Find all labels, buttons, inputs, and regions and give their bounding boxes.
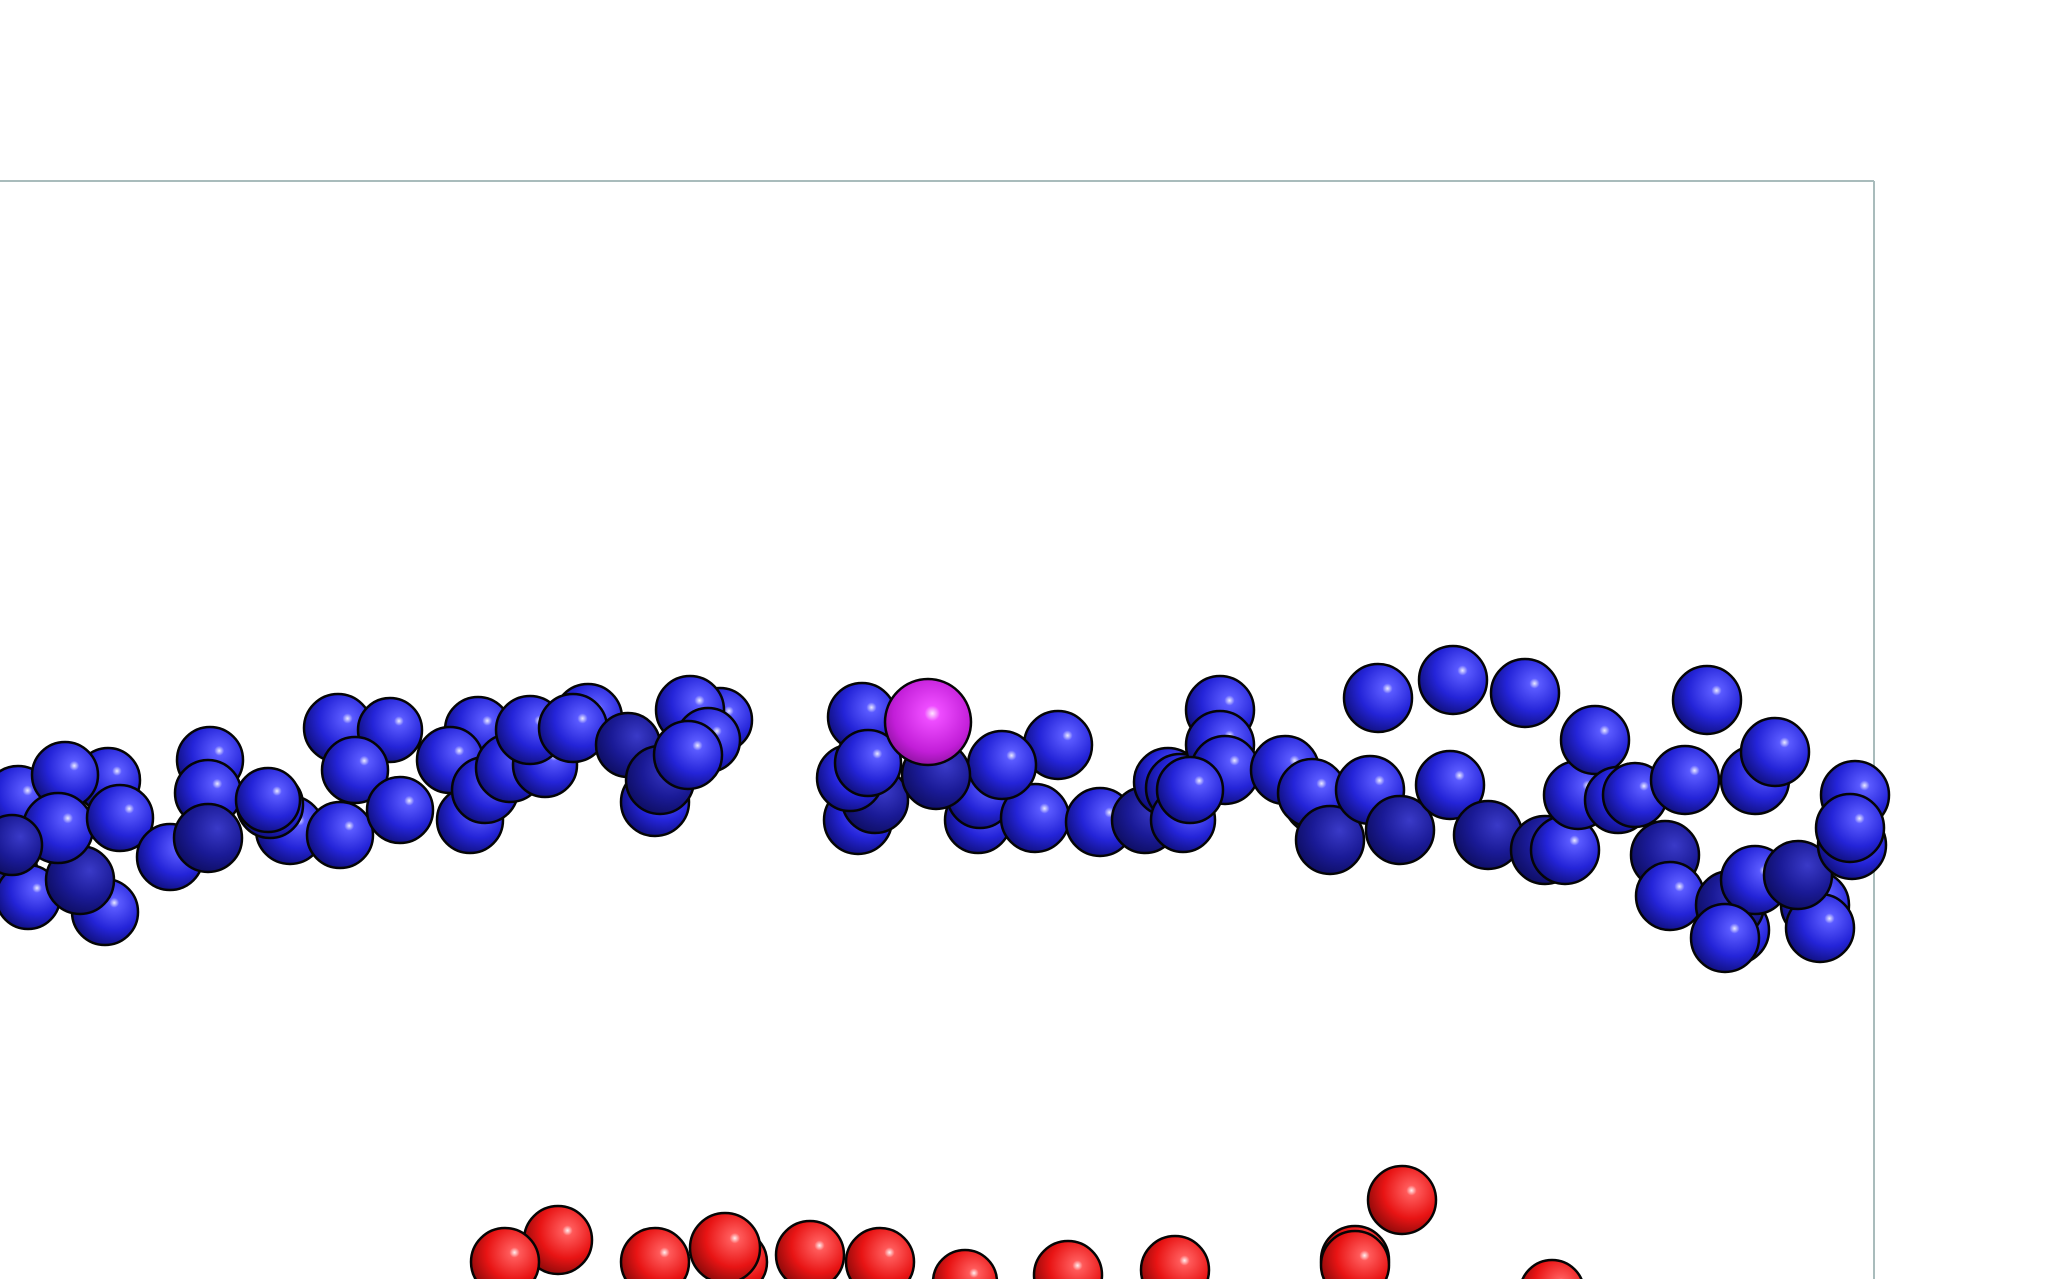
red-atom xyxy=(1139,1234,1211,1279)
blue-atom xyxy=(966,729,1038,801)
red-atom xyxy=(844,1226,916,1279)
red-atom xyxy=(1319,1229,1391,1279)
blue-atom xyxy=(1762,839,1834,911)
red-atom xyxy=(1366,1164,1438,1236)
red-atom xyxy=(1521,1258,1583,1279)
blue-atom xyxy=(365,775,435,845)
blue-atom xyxy=(1634,860,1706,932)
blue-atom xyxy=(833,728,903,798)
red-atom xyxy=(774,1219,846,1279)
blue-atom xyxy=(1649,744,1721,816)
simulation-box xyxy=(0,180,1875,1279)
blue-atom xyxy=(1414,749,1486,821)
atoms xyxy=(0,644,1891,1279)
blue-atom xyxy=(1155,755,1225,825)
blue-atom xyxy=(85,783,155,853)
magenta-atom xyxy=(883,677,973,767)
red-atom xyxy=(619,1226,691,1279)
blue-atom xyxy=(652,719,724,791)
blue-atom xyxy=(1417,644,1489,716)
blue-atom xyxy=(234,766,302,834)
blue-atom xyxy=(1671,664,1743,736)
red-atom xyxy=(469,1226,541,1279)
blue-atom xyxy=(1489,657,1561,729)
blue-atom xyxy=(1739,716,1811,788)
blue-atom xyxy=(1814,792,1886,864)
blue-atom xyxy=(1364,794,1436,866)
red-atom xyxy=(688,1211,762,1279)
red-atom xyxy=(1032,1239,1104,1279)
blue-atom xyxy=(1342,662,1414,734)
blue-atom xyxy=(320,735,390,805)
red-atom xyxy=(931,1248,999,1279)
blue-atom xyxy=(305,800,375,870)
blue-atom xyxy=(172,802,244,874)
blue-atom xyxy=(1559,704,1631,776)
blue-atom xyxy=(1294,804,1366,876)
blue-atom xyxy=(1689,902,1761,974)
blue-atom xyxy=(0,813,44,877)
